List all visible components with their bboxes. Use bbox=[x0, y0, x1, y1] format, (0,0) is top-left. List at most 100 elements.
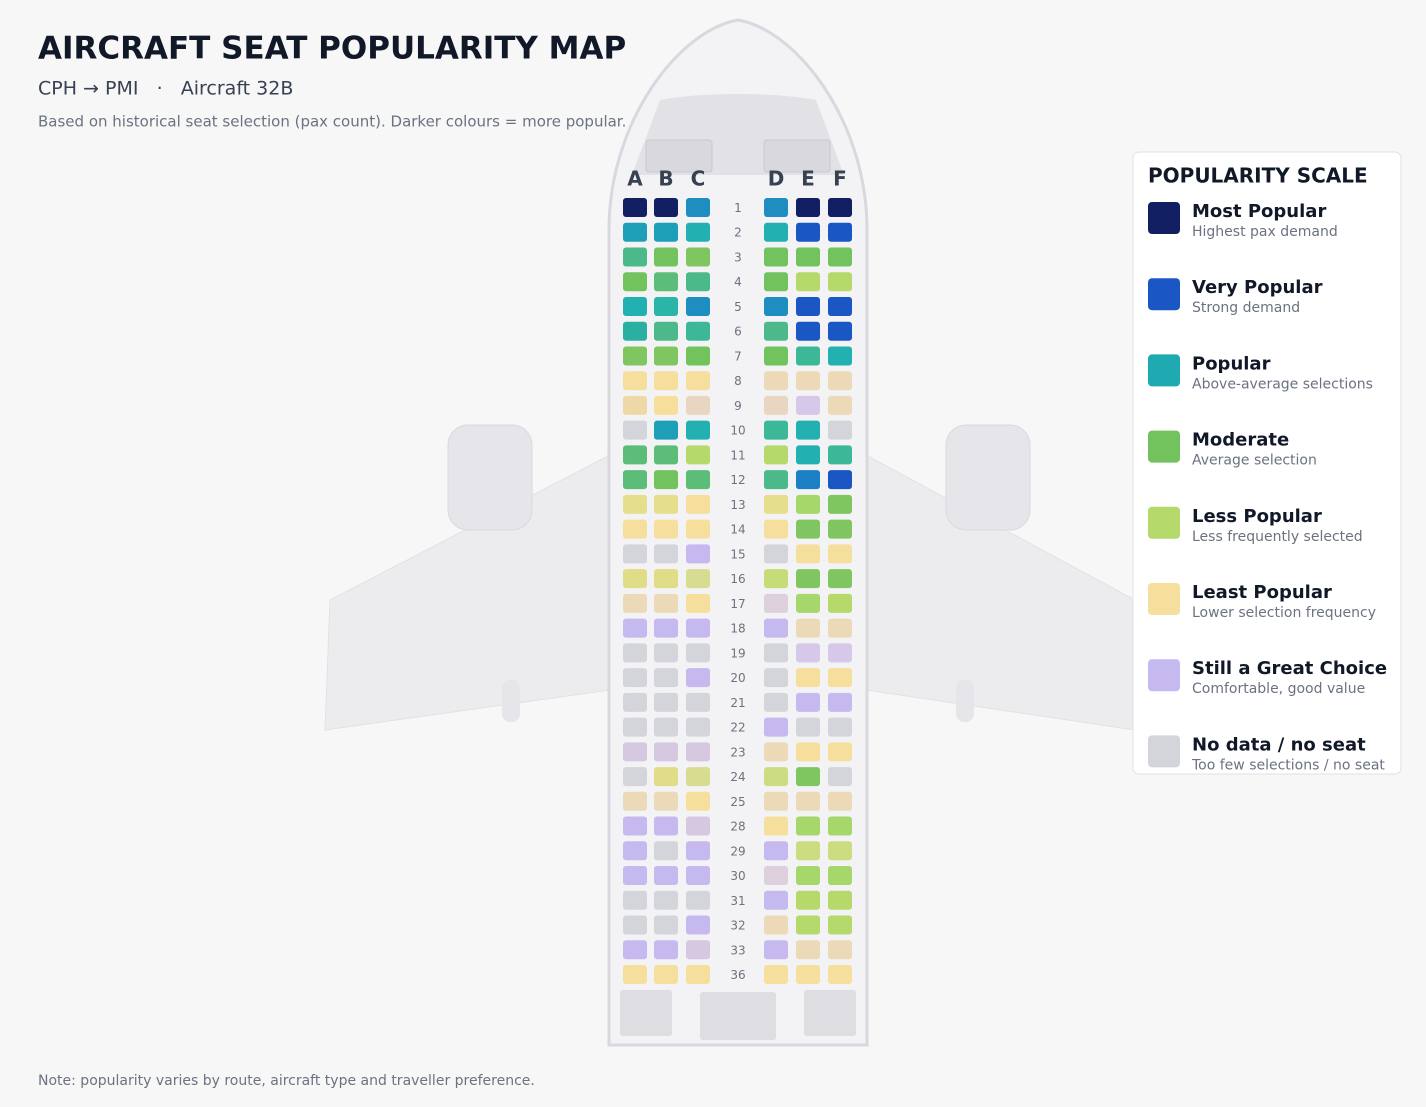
seat bbox=[796, 395, 820, 415]
row-number: 1 bbox=[734, 201, 742, 215]
seat bbox=[764, 296, 788, 316]
row-number: 28 bbox=[730, 820, 745, 834]
seat bbox=[686, 569, 710, 589]
seat bbox=[764, 420, 788, 440]
seat bbox=[828, 198, 852, 217]
row-number: 29 bbox=[730, 844, 745, 858]
seat bbox=[764, 717, 788, 737]
seat bbox=[686, 742, 710, 762]
seat bbox=[686, 618, 710, 638]
row-number: 2 bbox=[734, 226, 742, 240]
row-number: 9 bbox=[734, 399, 742, 413]
seat bbox=[828, 321, 852, 341]
seat bbox=[654, 767, 678, 787]
seat bbox=[686, 395, 710, 415]
seat bbox=[796, 593, 820, 613]
legend-description: Less frequently selected bbox=[1192, 529, 1363, 545]
row-number: 4 bbox=[734, 275, 742, 289]
seat bbox=[686, 816, 710, 836]
seat bbox=[654, 445, 678, 465]
seat bbox=[828, 519, 852, 539]
seat bbox=[686, 940, 710, 960]
seat bbox=[796, 841, 820, 861]
seat bbox=[764, 321, 788, 341]
row-number: 16 bbox=[730, 572, 745, 586]
seat bbox=[764, 272, 788, 292]
row-number: 13 bbox=[730, 498, 745, 512]
legend-description: Too few selections / no seat bbox=[1191, 757, 1385, 773]
seat bbox=[796, 643, 820, 663]
row-number: 24 bbox=[730, 770, 745, 784]
seat bbox=[828, 272, 852, 292]
legend-label: Popular bbox=[1192, 353, 1271, 374]
seat bbox=[796, 742, 820, 762]
seat bbox=[764, 940, 788, 960]
legend-swatch bbox=[1148, 506, 1180, 539]
seat bbox=[654, 198, 678, 217]
legend-swatch bbox=[1148, 735, 1180, 768]
row-number: 33 bbox=[730, 943, 745, 957]
seat bbox=[796, 717, 820, 737]
legend-label: Most Popular bbox=[1192, 201, 1326, 222]
seat bbox=[796, 965, 820, 984]
seat bbox=[686, 717, 710, 737]
seat bbox=[623, 494, 647, 514]
legend-swatch bbox=[1148, 583, 1180, 615]
seat bbox=[686, 890, 710, 910]
seat bbox=[828, 395, 852, 415]
row-number: 11 bbox=[730, 448, 745, 462]
seat bbox=[623, 618, 647, 638]
row-number: 18 bbox=[730, 622, 745, 636]
seat bbox=[828, 965, 852, 984]
seat bbox=[796, 445, 820, 465]
seat bbox=[828, 717, 852, 737]
seat bbox=[623, 643, 647, 663]
legend-swatch bbox=[1148, 278, 1180, 311]
seat bbox=[796, 420, 820, 440]
seat bbox=[764, 890, 788, 910]
seat bbox=[828, 890, 852, 910]
legend-description: Average selection bbox=[1192, 453, 1317, 469]
seat bbox=[764, 866, 788, 886]
seat bbox=[686, 519, 710, 539]
seat bbox=[764, 569, 788, 589]
seat bbox=[686, 767, 710, 787]
seat bbox=[796, 470, 820, 490]
seat bbox=[828, 767, 852, 787]
seat bbox=[686, 643, 710, 663]
column-label: C bbox=[691, 167, 706, 191]
row-number: 7 bbox=[734, 349, 742, 363]
seat bbox=[686, 544, 710, 564]
seat bbox=[764, 470, 788, 490]
row-number: 10 bbox=[730, 424, 745, 438]
legend-label: Less Popular bbox=[1192, 506, 1322, 527]
seat bbox=[623, 371, 647, 391]
title: AIRCRAFT SEAT POPULARITY MAP bbox=[38, 31, 626, 67]
legend-label: Moderate bbox=[1192, 430, 1289, 451]
seat bbox=[654, 890, 678, 910]
seat bbox=[828, 866, 852, 886]
seat bbox=[828, 346, 852, 366]
seat bbox=[796, 247, 820, 267]
seat bbox=[828, 445, 852, 465]
seat bbox=[686, 866, 710, 886]
seat bbox=[828, 643, 852, 663]
seat bbox=[764, 519, 788, 539]
seat bbox=[654, 717, 678, 737]
seat bbox=[623, 569, 647, 589]
seat bbox=[623, 965, 647, 984]
seat bbox=[796, 692, 820, 712]
seat bbox=[764, 593, 788, 613]
subtitle: CPH → PMI · Aircraft 32B bbox=[38, 78, 293, 100]
seat bbox=[623, 692, 647, 712]
legend-label: Very Popular bbox=[1192, 277, 1323, 298]
seat bbox=[623, 198, 647, 217]
seat bbox=[654, 643, 678, 663]
seat bbox=[764, 841, 788, 861]
seat bbox=[623, 222, 647, 242]
legend-label: No data / no seat bbox=[1192, 734, 1366, 755]
legend-title: POPULARITY SCALE bbox=[1148, 164, 1368, 188]
seat bbox=[623, 321, 647, 341]
seat bbox=[764, 816, 788, 836]
